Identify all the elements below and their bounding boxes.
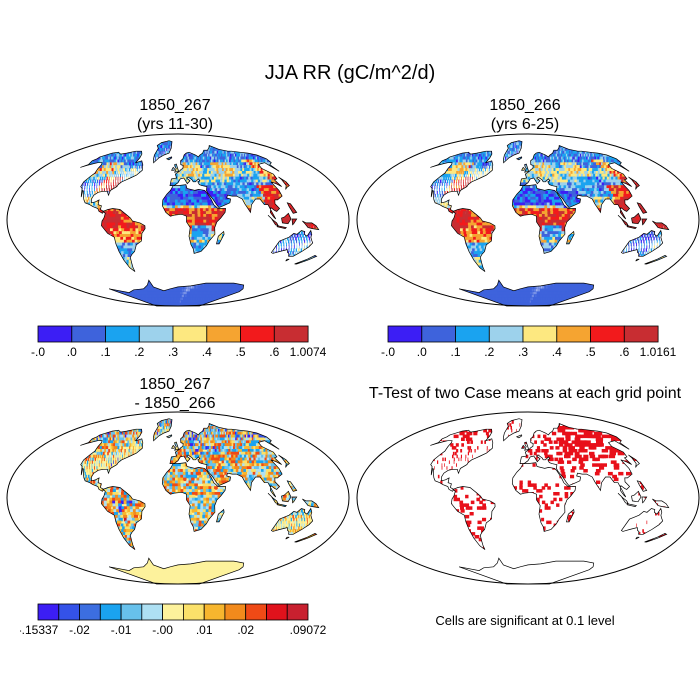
panel-2-title-line2: (yrs 6-25): [370, 115, 680, 134]
map-panel-1: [6, 133, 350, 307]
colorbar-swatch: [141, 603, 164, 621]
colorbar-label: .3: [518, 345, 528, 359]
map-panel-3: [6, 411, 350, 585]
panel-4-title: T-Test of two Case means at each grid po…: [352, 384, 698, 403]
colorbar-swatch: [387, 325, 423, 343]
colorbar-swatch: [522, 325, 558, 343]
map-border: [6, 133, 350, 307]
colorbar-swatch: [623, 325, 659, 343]
colorbar-swatch: [182, 603, 205, 621]
map-background: [357, 134, 699, 306]
panel-3-title: 1850_267 - 1850_266: [20, 375, 330, 413]
colorbar-label: -.15337: [20, 623, 59, 637]
colorbar-swatch: [240, 325, 275, 343]
colorbar-swatch: [206, 325, 242, 343]
colorbar-label: .02: [237, 623, 254, 637]
map-panel-2: [356, 133, 700, 307]
significance-note: Cells are significant at 0.1 level: [370, 613, 680, 628]
colorbar-swatch: [273, 325, 309, 343]
colorbar-swatch: [203, 603, 226, 621]
colorbar-label: .5: [585, 345, 595, 359]
map-border: [356, 133, 700, 307]
colorbar-label: -.00: [152, 623, 173, 637]
colorbar-label: .4: [552, 345, 562, 359]
colorbar-panel-1: -.0 .0 .1 .2 .3 .4 .5 .6 1.0074: [31, 325, 327, 359]
map-border: [6, 411, 350, 585]
colorbar-swatch: [99, 603, 122, 621]
colorbar-swatch: [71, 325, 106, 343]
panel-2-title-line1: 1850_266: [370, 96, 680, 115]
colorbar-swatch: [172, 325, 208, 343]
colorbar-swatch: [37, 325, 73, 343]
colorbar-panel-2: -.0 .0 .1 .2 .3 .4 .5 .6 1.0161: [381, 325, 677, 359]
map-background: [7, 412, 349, 584]
colorbar-label: .6: [269, 345, 279, 359]
colorbar-label: -.02: [69, 623, 90, 637]
panel-1-title-line1: 1850_267: [20, 96, 330, 115]
panel-2-title: 1850_266 (yrs 6-25): [370, 96, 680, 134]
coastlines: [80, 140, 320, 307]
map-background: [7, 134, 349, 306]
colorbar-swatch: [488, 325, 524, 343]
colorbar-label: .3: [168, 345, 178, 359]
colorbar-swatch: [556, 325, 592, 343]
colorbar-swatch: [245, 603, 267, 621]
colorbar-label: .01: [196, 623, 213, 637]
colorbar-label: .2: [134, 345, 144, 359]
main-title: JJA RR (gC/m^2/d): [0, 62, 700, 85]
colorbar-swatch: [224, 603, 247, 621]
colorbar-label: .0: [67, 345, 77, 359]
colorbar-label: .09072: [290, 623, 327, 637]
colorbar-swatch: [286, 603, 309, 621]
colorbar-swatch: [421, 325, 456, 343]
colorbar-label: .0: [417, 345, 427, 359]
colorbar-label: .1: [100, 345, 110, 359]
colorbar-label: 1.0074: [290, 345, 327, 359]
panel-3-title-line2: - 1850_266: [20, 394, 330, 413]
colorbar-panel-3: -.15337 -.02 -.01 -.00 .01 .02 .09072: [20, 603, 327, 637]
colorbar-swatch: [79, 603, 101, 621]
map-background: [357, 412, 699, 584]
colorbar-label: -.0: [381, 345, 395, 359]
colorbar-label: -.0: [31, 345, 45, 359]
colorbar-label: 1.0161: [640, 345, 677, 359]
colorbar-swatch: [266, 603, 288, 621]
colorbar-label: .2: [484, 345, 494, 359]
panel-1-title-line2: (yrs 11-30): [20, 115, 330, 134]
coastlines: [80, 418, 320, 585]
colorbar-label: -.01: [111, 623, 132, 637]
colorbar-label: .1: [450, 345, 460, 359]
colorbar-swatch: [58, 603, 80, 621]
colorbar-label: .5: [235, 345, 245, 359]
colorbar-label: .4: [202, 345, 212, 359]
map-border: [356, 411, 700, 585]
colorbar-swatch: [162, 603, 184, 621]
coastlines: [430, 418, 670, 585]
colorbar-swatch: [590, 325, 625, 343]
colorbar-swatch: [138, 325, 174, 343]
colorbar-swatch: [455, 325, 490, 343]
panel-4-title-line1: T-Test of two Case means at each grid po…: [352, 384, 698, 403]
colorbar-swatch: [120, 603, 143, 621]
colorbar-swatch: [105, 325, 140, 343]
coastlines: [430, 140, 670, 307]
map-panel-4: [356, 411, 700, 585]
colorbar-label: .6: [619, 345, 629, 359]
panel-1-title: 1850_267 (yrs 11-30): [20, 96, 330, 134]
colorbar-swatch: [37, 603, 60, 621]
panel-3-title-line1: 1850_267: [20, 375, 330, 394]
